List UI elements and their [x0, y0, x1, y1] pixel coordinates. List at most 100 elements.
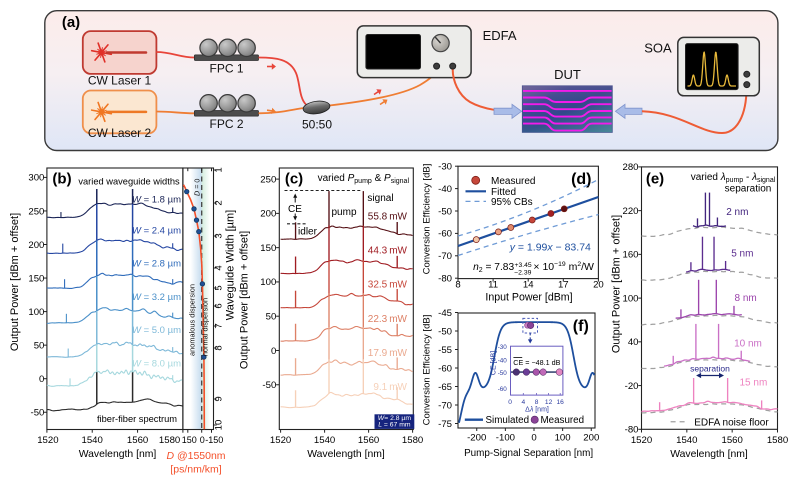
svg-text:5: 5 [214, 285, 225, 290]
svg-text:W= 2.8 µm: W= 2.8 µm [378, 415, 412, 422]
svg-text:(b): (b) [52, 171, 71, 188]
svg-text:-30: -30 [438, 162, 452, 173]
svg-text:-75: -75 [438, 419, 452, 430]
svg-text:CW Laser 2: CW Laser 2 [88, 126, 152, 140]
svg-text:EDFA: EDFA [483, 28, 517, 43]
svg-text:200: 200 [260, 209, 276, 220]
svg-text:Wavelength [nm]: Wavelength [nm] [79, 449, 157, 460]
svg-text:Wavelength [nm]: Wavelength [nm] [307, 449, 385, 460]
svg-text:280: 280 [622, 162, 638, 173]
svg-text:-60: -60 [498, 386, 508, 393]
svg-text:W = 2.4 µm: W = 2.4 µm [132, 225, 181, 236]
svg-text:0: 0 [271, 346, 276, 357]
svg-text:-65: -65 [438, 382, 452, 393]
svg-text:100: 100 [260, 277, 276, 288]
svg-text:1540: 1540 [676, 435, 697, 446]
svg-text:160: 160 [622, 250, 638, 261]
svg-text:(d): (d) [571, 171, 591, 188]
svg-text:50: 50 [266, 312, 277, 323]
svg-text:(e): (e) [646, 171, 664, 188]
svg-text:Fitted: Fitted [491, 187, 516, 198]
svg-text:(a): (a) [62, 14, 80, 31]
svg-text:10 nm: 10 nm [734, 338, 762, 349]
svg-text:1540: 1540 [314, 435, 335, 446]
svg-text:15 nm: 15 nm [740, 378, 768, 389]
svg-text:1580: 1580 [159, 435, 180, 446]
svg-text:100: 100 [28, 307, 44, 318]
svg-text:300: 300 [28, 173, 44, 184]
svg-text:-60: -60 [438, 229, 452, 240]
svg-text:-40: -40 [438, 184, 452, 195]
svg-text:separation: separation [690, 364, 730, 374]
svg-text:50: 50 [34, 340, 45, 351]
svg-text:CE [dB]: CE [dB] [491, 351, 498, 375]
svg-text:anomalous dispersion: anomalous dispersion [187, 284, 196, 356]
svg-text:(f): (f) [573, 318, 589, 335]
svg-text:n2 = 7.83: n2 = 7.83 [473, 262, 514, 274]
svg-text:FPC 1: FPC 1 [209, 62, 243, 76]
svg-text:1520: 1520 [631, 435, 652, 446]
svg-text:pump: pump [331, 207, 356, 218]
svg-text:CE = −48.1 dB: CE = −48.1 dB [513, 358, 560, 367]
svg-text:3: 3 [214, 233, 225, 238]
svg-text:Δλ [nm]: Δλ [nm] [525, 406, 549, 413]
svg-text:1580: 1580 [402, 435, 423, 446]
svg-text:6: 6 [214, 303, 225, 308]
svg-text:0: 0 [200, 435, 205, 445]
svg-text:150: 150 [182, 435, 197, 445]
svg-text:0: 0 [39, 374, 44, 385]
svg-text:1580: 1580 [767, 435, 788, 446]
svg-text:-150: -150 [205, 435, 223, 445]
svg-text:20: 20 [593, 280, 604, 291]
svg-text:-100: -100 [496, 433, 515, 444]
svg-text:-80: -80 [438, 274, 452, 285]
svg-text:1560: 1560 [358, 435, 379, 446]
svg-text:[ps/nm/km]: [ps/nm/km] [170, 464, 221, 476]
svg-text:8: 8 [455, 280, 460, 291]
svg-text:−2.39: −2.39 [514, 269, 531, 276]
svg-text:200: 200 [28, 240, 44, 251]
svg-text:signal: signal [367, 193, 393, 204]
svg-text:1560: 1560 [722, 435, 743, 446]
svg-text:95% CBs: 95% CBs [491, 197, 533, 208]
svg-text:9: 9 [214, 396, 225, 401]
svg-text:7: 7 [214, 323, 225, 328]
svg-text:32.5 mW: 32.5 mW [368, 280, 408, 291]
svg-text:8: 8 [535, 399, 539, 406]
svg-text:varied λpump - λsignal: varied λpump - λsignal [691, 172, 776, 184]
svg-text:separation: separation [725, 184, 772, 195]
svg-text:1520: 1520 [37, 435, 58, 446]
svg-text:D = 0: D = 0 [193, 179, 202, 196]
svg-text:100: 100 [555, 433, 571, 444]
svg-text:4: 4 [521, 399, 525, 406]
svg-text:EDFA noise floor: EDFA noise floor [694, 417, 769, 428]
svg-text:150: 150 [260, 243, 276, 254]
svg-text:-50: -50 [498, 370, 508, 377]
svg-text:1: 1 [214, 167, 225, 172]
svg-text:0: 0 [531, 433, 536, 444]
svg-text:40: 40 [628, 337, 639, 348]
svg-text:Output Power [dBm + offset]: Output Power [dBm + offset] [9, 213, 21, 351]
svg-text:-30: -30 [498, 344, 508, 351]
svg-text:-200: -200 [467, 433, 486, 444]
svg-text:250: 250 [28, 206, 44, 217]
svg-text:-50: -50 [438, 206, 452, 217]
svg-text:+3.45: +3.45 [515, 262, 532, 269]
svg-text:SOA: SOA [644, 41, 672, 56]
svg-text:varied waveguide widths: varied waveguide widths [78, 177, 180, 187]
svg-text:Waveguide Width [µm]: Waveguide Width [µm] [225, 210, 237, 320]
svg-text:DUT: DUT [554, 67, 581, 82]
svg-text:Measured: Measured [541, 415, 585, 426]
svg-text:55.8 mW: 55.8 mW [368, 212, 408, 223]
svg-text:150: 150 [28, 273, 44, 284]
svg-text:(c): (c) [285, 171, 303, 188]
svg-text:L = 67 mm: L = 67 mm [378, 422, 411, 429]
svg-text:17.9 mW: 17.9 mW [368, 348, 408, 359]
svg-text:Input Power [dBm]: Input Power [dBm] [485, 292, 572, 304]
svg-text:4: 4 [214, 265, 225, 271]
svg-text:8: 8 [214, 345, 225, 350]
svg-text:-20: -20 [625, 381, 639, 392]
svg-text:W = 5.0 µm: W = 5.0 µm [132, 325, 181, 336]
svg-text:2: 2 [214, 200, 225, 205]
svg-text:Output Power [dBm + offset]: Output Power [dBm + offset] [611, 215, 623, 353]
